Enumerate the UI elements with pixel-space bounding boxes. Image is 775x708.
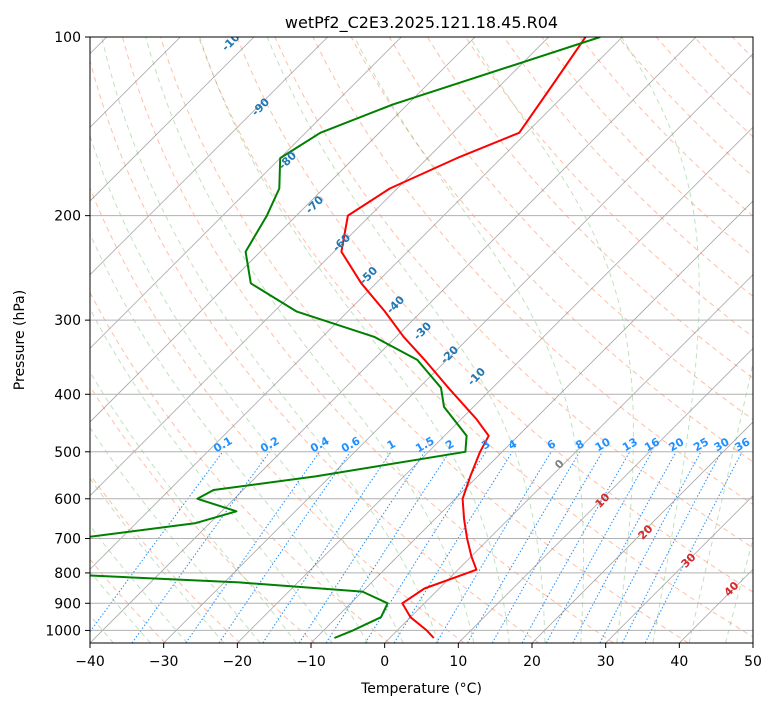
mixing-ratio-line (644, 451, 743, 643)
mixing-ratio-line (521, 451, 631, 643)
x-tick-label: −30 (149, 654, 179, 670)
isotherm-line (90, 37, 255, 202)
dry-adiabat-line (90, 186, 465, 643)
dry-adiabat-line (236, 37, 753, 593)
moist-adiabat-line (621, 37, 700, 643)
dry-adiabat-line (90, 473, 241, 643)
mixing-ratio-line (545, 451, 653, 643)
dry-adiabat-line (274, 37, 753, 549)
moist-adiabat-line (145, 37, 475, 643)
moist-adiabat-line (90, 426, 261, 643)
x-tick-label: 40 (670, 654, 688, 670)
y-tick-label: 400 (54, 387, 81, 403)
isotherm-line (531, 421, 753, 643)
x-tick-label: 20 (523, 654, 541, 670)
mixing-ratio-line (185, 451, 321, 643)
x-tick-label: 50 (744, 654, 762, 670)
dewpoint-profile (90, 37, 601, 639)
moist-adiabat-line (90, 525, 188, 643)
isotherm-line (90, 37, 549, 497)
moist-adiabat-line (469, 37, 634, 643)
dry-adiabat-line (503, 37, 753, 297)
mixing-ratio-line (131, 451, 271, 643)
moist-adiabat-line (90, 477, 225, 643)
mixing-ratio-line (572, 451, 677, 643)
x-tick-label: −20 (223, 654, 253, 670)
y-axis-label: Pressure (hPa) (12, 290, 28, 390)
chart-title: wetPf2_C2E3.2025.121.18.45.R04 (285, 13, 558, 33)
moist-adiabat-line (90, 232, 369, 643)
y-tick-label: 300 (54, 313, 81, 329)
mixing-ratio-line (393, 451, 513, 643)
profile-lines (90, 37, 601, 639)
dry-adiabat-line (121, 37, 614, 643)
moist-adiabat-line (90, 371, 297, 643)
y-axis-ticks: 100 200 300 400 500 600 700 800 900 1000 (45, 30, 90, 639)
mixing-ratio-line (435, 451, 552, 643)
x-tick-label: −40 (75, 654, 105, 670)
x-tick-label: −10 (296, 654, 326, 670)
dry-adiabat-line (90, 58, 540, 643)
y-tick-label: 500 (54, 445, 81, 461)
x-tick-label: 30 (597, 654, 615, 670)
plot-area (90, 37, 753, 643)
y-tick-label: 800 (54, 566, 81, 582)
isotherm-line (163, 53, 753, 643)
mixing-ratio-line (325, 451, 451, 643)
mixing-ratio-line (298, 451, 426, 643)
y-tick-label: 100 (54, 30, 81, 46)
moist-adiabat-line (101, 37, 439, 643)
y-tick-label: 900 (54, 596, 81, 612)
isotherm-line (384, 274, 753, 643)
isotherm-line (605, 495, 753, 643)
dry-adiabat-line (90, 385, 316, 643)
dry-adiabat-line (160, 37, 689, 643)
isotherm-line (237, 126, 753, 643)
moist-adiabat-line (90, 570, 151, 643)
mixing-ratio-line (621, 451, 722, 643)
mixing-ratio-line (599, 451, 702, 643)
isotherm-line (90, 37, 328, 276)
dry-adiabat-line (312, 37, 753, 506)
y-tick-label: 1000 (45, 623, 81, 639)
y-tick-label: 600 (54, 492, 81, 508)
mixing-ratio-line (262, 451, 392, 643)
dry-adiabat-line (350, 37, 753, 463)
isotherm-line (310, 200, 753, 643)
x-axis-label: Temperature (°C) (360, 681, 482, 697)
x-tick-label: 0 (380, 654, 389, 670)
isotherm-line (90, 37, 402, 349)
dry-adiabat-line (465, 37, 753, 338)
isotherm-line (90, 37, 697, 643)
y-tick-label: 200 (54, 209, 81, 225)
mixing-ratio-line (364, 451, 487, 643)
isotherm-line (90, 37, 476, 423)
y-tick-label: 700 (54, 532, 81, 548)
temperature-profile (340, 37, 587, 639)
mixing-ratio-line (90, 451, 224, 633)
x-tick-label: 10 (449, 654, 467, 670)
mixing-ratio-line (218, 451, 351, 643)
dry-adiabat-line (90, 558, 166, 643)
plot-frame (89, 36, 754, 644)
isotherm-line (90, 37, 623, 570)
x-axis-ticks: −40 −30 −20 −10 0 10 20 30 40 50 (75, 643, 762, 670)
moist-adiabat-line (266, 37, 546, 643)
isotherm-line (458, 347, 753, 643)
